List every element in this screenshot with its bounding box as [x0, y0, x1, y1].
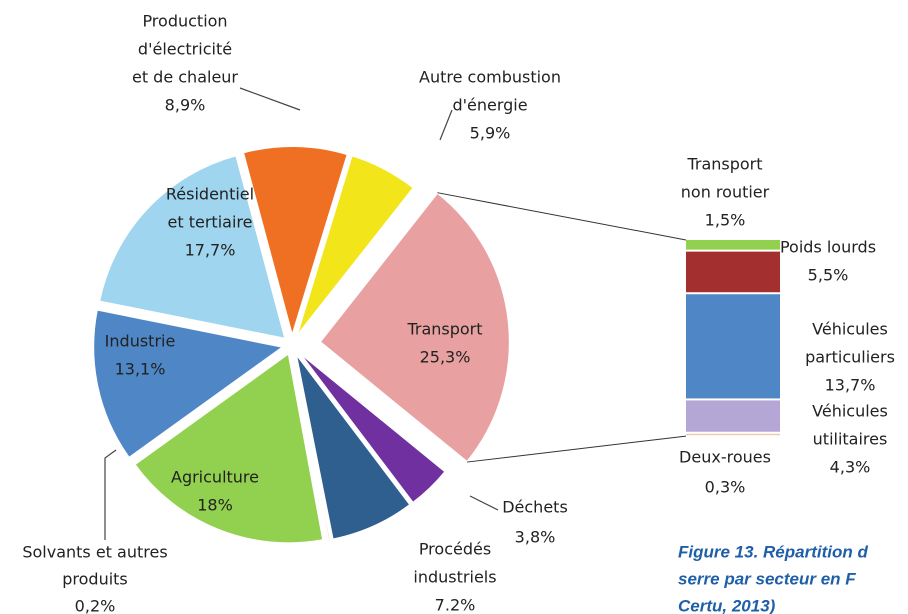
slice-label: Autre combustion: [419, 68, 561, 87]
slice-label: Industrie: [105, 332, 176, 351]
pie-slice: [294, 352, 412, 541]
bar-label: utilitaires: [813, 430, 888, 449]
pie-slice: [241, 145, 349, 340]
slice-value: 0,2%: [75, 597, 116, 614]
slice-value: 25,3%: [420, 348, 471, 367]
pie-slice: [133, 351, 325, 545]
bar-value: 4,3%: [830, 458, 871, 477]
slice-label: d'énergie: [452, 96, 527, 115]
slice-label: produits: [62, 570, 128, 589]
pie-slice: [318, 191, 511, 464]
bar-label: Véhicules: [812, 320, 888, 339]
slice-label: et tertiaire: [168, 213, 253, 232]
slice-value: 8,9%: [165, 96, 206, 115]
slice-label: Procédés: [419, 540, 491, 559]
slice-label: Agriculture: [171, 468, 259, 487]
bar-value: 0,3%: [705, 478, 746, 497]
slice-value: 5,9%: [470, 124, 511, 143]
leader-line: [239, 87, 301, 111]
slice-label: Solvants et autres: [22, 543, 167, 562]
pie-slice: [97, 154, 287, 341]
bar-segment: [686, 240, 780, 250]
pie-slice: [297, 350, 447, 505]
slice-value: 18%: [197, 496, 233, 515]
bar-label: Poids lourds: [780, 238, 876, 257]
bar-label: particuliers: [805, 348, 895, 367]
slice-label: Résidentiel: [166, 185, 254, 204]
slice-value: 7.2%: [435, 596, 476, 614]
slice-label: Déchets: [502, 498, 568, 517]
pie-slice: [295, 154, 416, 338]
caption: Certu, 2013): [678, 596, 776, 614]
bar-value: 5,5%: [808, 266, 849, 285]
pie-slice: [92, 308, 286, 460]
slice-value: 13,1%: [115, 360, 166, 379]
bar-segment: [686, 294, 780, 399]
bar-value: 13,7%: [825, 376, 876, 395]
bar-segment: [686, 433, 780, 436]
slice-value: 17,7%: [185, 241, 236, 260]
connector: [466, 435, 687, 463]
leader-line: [439, 109, 453, 141]
bar-label: Transport: [686, 155, 762, 174]
bar-segment: [686, 400, 780, 432]
pie-slice: [292, 353, 332, 542]
slice-value: 3,8%: [515, 528, 556, 547]
bar-label: Deux-roues: [679, 448, 771, 467]
bar-label: non routier: [681, 183, 770, 202]
bar-label: Véhicules: [812, 402, 888, 421]
slice-label: et de chaleur: [132, 68, 238, 87]
slice-label: Production: [142, 12, 227, 31]
slice-label: d'électricité: [138, 40, 232, 59]
caption: serre par secteur en F: [678, 569, 856, 588]
slice-label: industriels: [413, 568, 496, 587]
caption: Figure 13. Répartition d: [678, 542, 868, 561]
bar-value: 1,5%: [705, 211, 746, 230]
bar-segment: [686, 251, 780, 293]
leader-line: [104, 449, 117, 540]
slice-label: Transport: [406, 320, 482, 339]
leader-line: [469, 495, 499, 511]
connector: [437, 192, 687, 241]
